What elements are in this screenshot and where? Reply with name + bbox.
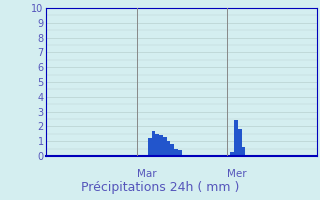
Bar: [234, 120, 238, 156]
Text: Précipitations 24h ( mm ): Précipitations 24h ( mm ): [81, 181, 239, 194]
Text: Mar: Mar: [137, 169, 156, 179]
Bar: [230, 152, 234, 156]
Bar: [155, 134, 159, 156]
Bar: [170, 144, 174, 156]
Bar: [148, 138, 152, 156]
Bar: [238, 129, 242, 156]
Bar: [174, 149, 178, 156]
Bar: [178, 150, 182, 156]
Bar: [152, 131, 155, 156]
Bar: [242, 147, 245, 156]
Bar: [159, 135, 163, 156]
Bar: [167, 141, 170, 156]
Text: Mer: Mer: [227, 169, 246, 179]
Bar: [163, 137, 167, 156]
